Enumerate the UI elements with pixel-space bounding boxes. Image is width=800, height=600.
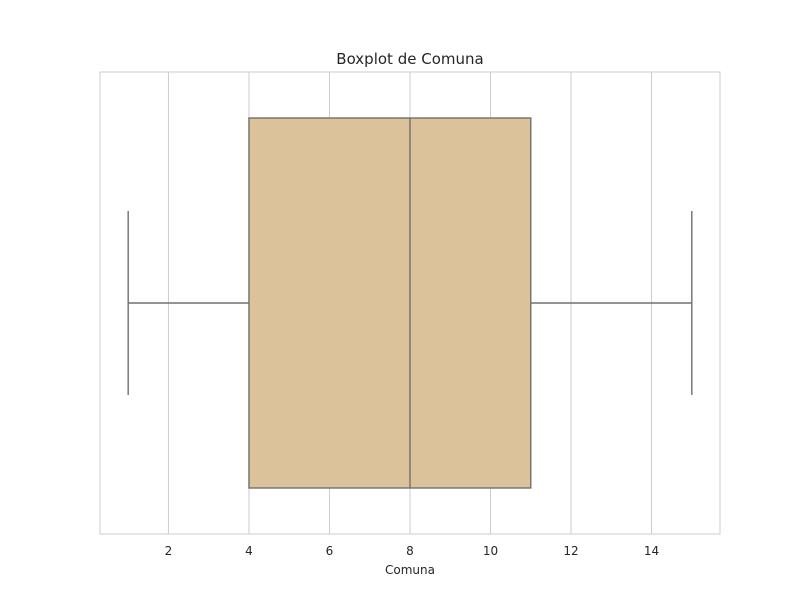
x-tick-label-2: 2 xyxy=(165,544,173,558)
x-tick-label-6: 6 xyxy=(326,544,334,558)
x-tick-label-10: 10 xyxy=(483,544,498,558)
x-axis-label: Comuna xyxy=(385,563,435,577)
x-tick-label-4: 4 xyxy=(245,544,253,558)
iqr-box xyxy=(248,117,532,489)
plot-frame xyxy=(99,71,721,535)
chart-title: Boxplot de Comuna xyxy=(336,50,483,68)
x-tick-label-12: 12 xyxy=(563,544,578,558)
x-tick-label-14: 14 xyxy=(644,544,659,558)
x-tick-label-8: 8 xyxy=(406,544,414,558)
boxplot xyxy=(127,117,693,489)
x-axis-ticks: 2 4 6 8 10 12 14 xyxy=(165,544,660,558)
